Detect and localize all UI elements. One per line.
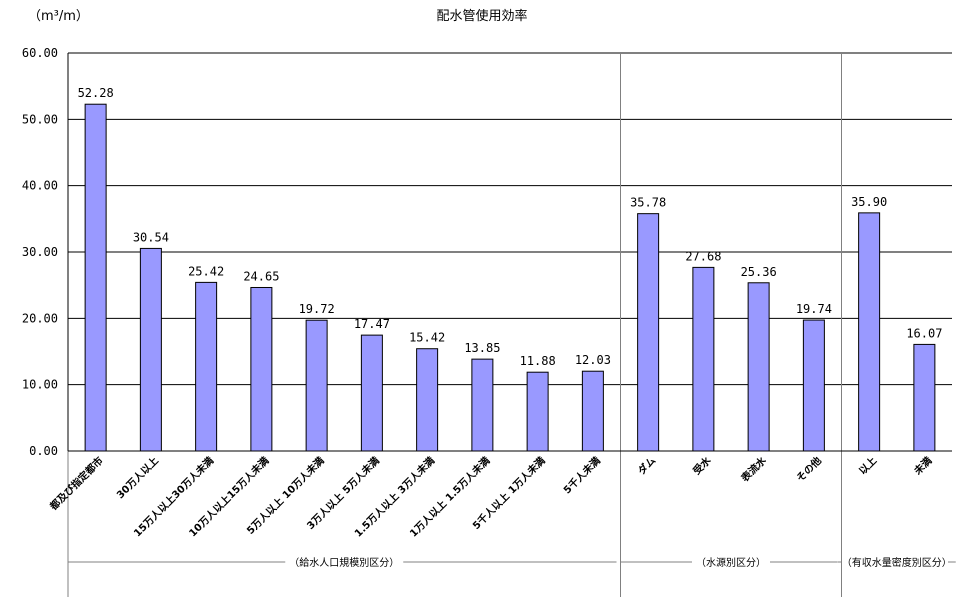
bar [84,103,107,452]
y-tick-label: 20.00 [22,311,58,325]
bar [581,370,604,452]
bar [250,286,273,452]
bar [692,266,715,452]
data-label: 30.54 [133,230,169,244]
data-label: 27.68 [685,249,721,263]
bar [416,348,439,452]
data-label: 35.78 [630,196,666,210]
group-label: （有収水量密度別区分） [842,556,952,569]
bar [913,343,936,452]
category-label: ダム [635,454,658,477]
y-tick-label: 40.00 [22,179,58,193]
group-label: （水源別区分） [696,556,766,569]
data-label: 24.65 [243,269,279,283]
chart-title: 配水管使用効率 [436,8,527,24]
bar [471,358,494,452]
data-label: 13.85 [464,341,500,355]
y-tick-label: 0.00 [29,444,58,458]
bar [747,282,770,452]
y-tick-label: 50.00 [22,112,58,126]
category-label: 都及び指定都市 [46,454,105,513]
y-tick-label: 30.00 [22,245,58,259]
data-label: 19.74 [796,302,832,316]
bar [637,213,660,452]
bar [305,319,328,452]
data-label: 25.36 [741,265,777,279]
y-tick-label: 10.00 [22,378,58,392]
category-label: 未満 [910,454,934,478]
category-label: 受水 [690,453,714,477]
category-label: その他 [794,454,824,484]
category-label: 5千人未満 [561,454,603,496]
category-label: 表流水 [738,453,770,485]
data-label: 16.07 [906,326,942,340]
bar [360,334,383,452]
data-label: 12.03 [575,353,611,367]
axes [67,53,952,452]
y-tick-label: 60.00 [22,46,58,60]
bars [84,103,936,452]
category-label: 以上 [856,454,879,477]
data-label: 35.90 [851,195,887,209]
bar [802,319,825,452]
category-label: 30万人以上 [114,454,161,501]
bar [526,371,549,452]
data-label: 11.88 [520,354,556,368]
group-label: （給水人口規模別区分） [289,556,399,569]
data-label: 25.42 [188,264,224,278]
data-label: 52.28 [78,86,114,100]
data-label: 19.72 [299,302,335,316]
y-unit-label: （m³/m） [28,9,89,24]
data-label: 17.47 [354,317,390,331]
bar [139,247,162,452]
data-label: 15.42 [409,331,445,345]
bar [858,212,881,452]
bar [195,281,218,452]
